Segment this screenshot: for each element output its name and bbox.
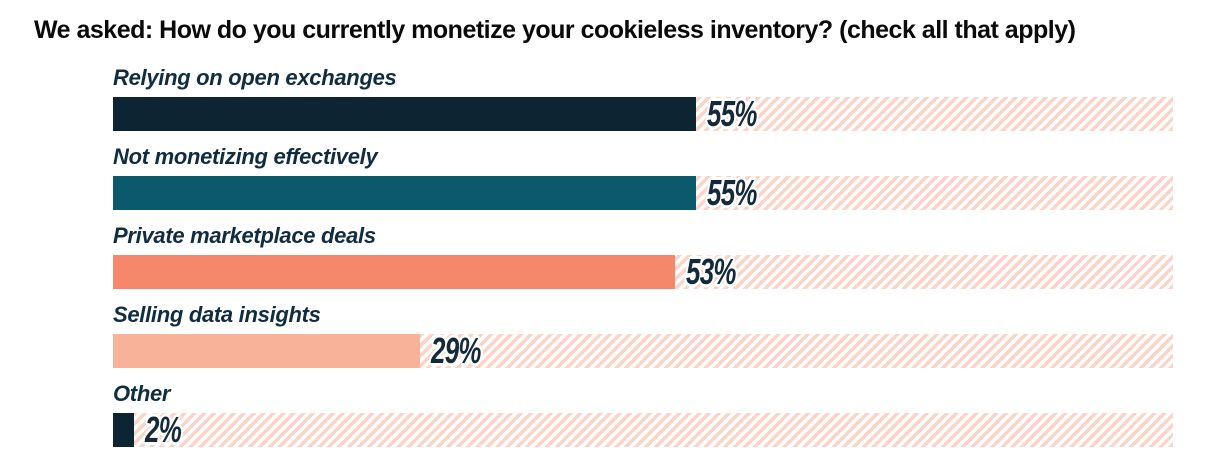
bar-chart: Relying on open exchanges 55% Not moneti… bbox=[113, 64, 1173, 459]
chart-row: Private marketplace deals 53% bbox=[113, 222, 1173, 292]
value-label: 29% bbox=[431, 330, 482, 371]
chart-row: Not monetizing effectively 55% bbox=[113, 143, 1173, 213]
chart-row: Selling data insights 29% bbox=[113, 301, 1173, 371]
value-label: 55% bbox=[707, 93, 757, 134]
bar-track: 55% bbox=[113, 93, 1173, 134]
bar-track: 53% bbox=[113, 251, 1173, 292]
value-label: 55% bbox=[707, 172, 757, 213]
bar bbox=[113, 334, 421, 368]
category-label: Not monetizing effectively bbox=[113, 144, 378, 169]
category-label: Other bbox=[113, 381, 171, 406]
category-label: Private marketplace deals bbox=[113, 223, 376, 248]
category-label: Relying on open exchanges bbox=[113, 65, 397, 90]
value-label: 2% bbox=[145, 409, 182, 450]
chart-title: We asked: How do you currently monetize … bbox=[34, 16, 1076, 44]
bar-track: 29% bbox=[113, 330, 1173, 371]
category-label: Selling data insights bbox=[113, 302, 321, 327]
bar bbox=[113, 97, 696, 131]
bar-track: 2% bbox=[113, 409, 1173, 450]
value-label: 53% bbox=[685, 251, 736, 292]
bar-track: 55% bbox=[113, 172, 1173, 213]
bar bbox=[113, 255, 675, 289]
chart-row: Relying on open exchanges 55% bbox=[113, 64, 1173, 134]
bar bbox=[113, 413, 135, 447]
chart-row: Other 2% bbox=[113, 380, 1173, 450]
bar bbox=[113, 176, 696, 210]
